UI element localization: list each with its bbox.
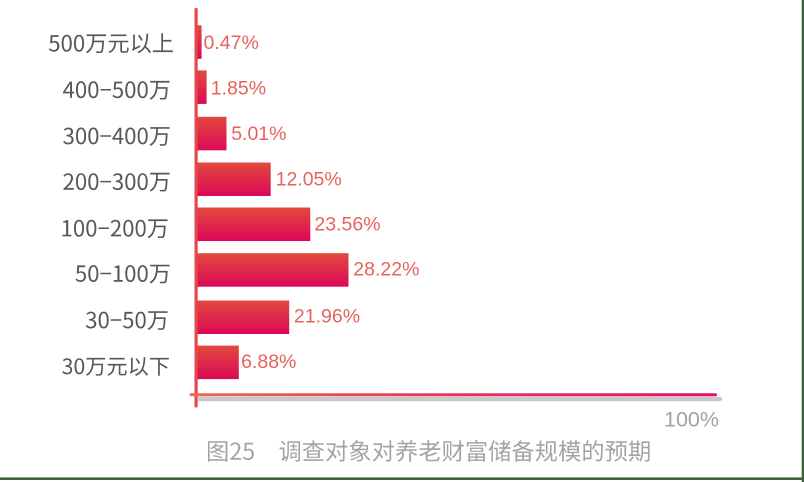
svg-text:5.01%: 5.01% (231, 123, 286, 145)
svg-text:21.96%: 21.96% (294, 306, 360, 328)
svg-text:100%: 100% (664, 407, 719, 431)
svg-text:6.88%: 6.88% (241, 351, 296, 373)
svg-text:28.22%: 28.22% (353, 258, 419, 280)
svg-text:23.56%: 23.56% (314, 214, 380, 236)
svg-text:12.05%: 12.05% (276, 169, 342, 191)
svg-text:1.85%: 1.85% (211, 77, 266, 99)
svg-text:0.47%: 0.47% (204, 32, 259, 54)
